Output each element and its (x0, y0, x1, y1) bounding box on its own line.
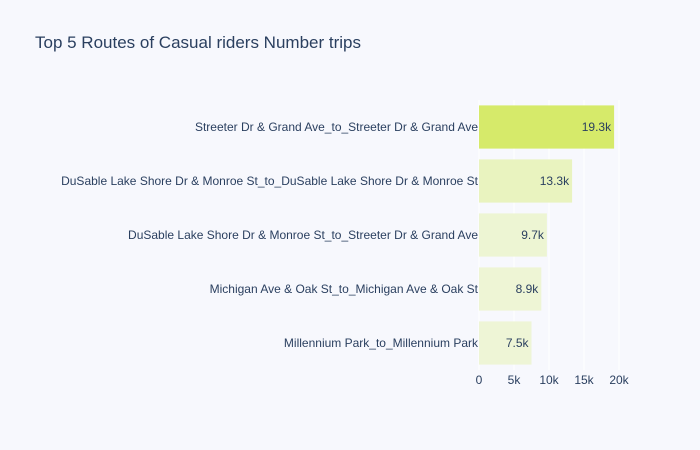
bar (479, 267, 542, 311)
bar-value-label: 9.7k (521, 228, 545, 242)
x-tick-label: 5k (508, 373, 522, 387)
bar (479, 105, 615, 149)
bar-value-label: 19.3k (582, 120, 612, 134)
x-tick-label: 10k (539, 373, 559, 387)
bar (479, 159, 573, 203)
bar (479, 321, 532, 365)
bar-value-label: 7.5k (506, 336, 530, 350)
x-tick-label: 0 (476, 373, 483, 387)
category-label: DuSable Lake Shore Dr & Monroe St_to_Str… (128, 228, 478, 242)
category-label: Streeter Dr & Grand Ave_to_Streeter Dr &… (195, 120, 478, 134)
bar (479, 213, 547, 257)
category-label: Millennium Park_to_Millennium Park (284, 336, 479, 350)
chart-title: Top 5 Routes of Casual riders Number tri… (35, 33, 361, 52)
bar-value-label: 8.9k (516, 282, 540, 296)
x-tick-label: 15k (574, 373, 594, 387)
x-tick-label: 20k (609, 373, 629, 387)
bar-value-label: 13.3k (540, 174, 570, 188)
category-label: DuSable Lake Shore Dr & Monroe St_to_DuS… (61, 174, 479, 188)
category-label: Michigan Ave & Oak St_to_Michigan Ave & … (210, 282, 479, 296)
